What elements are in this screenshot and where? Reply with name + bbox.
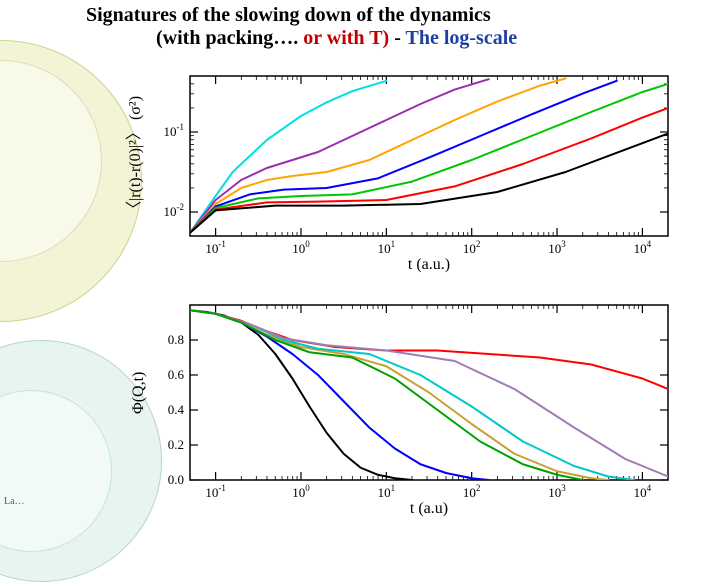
msd-chart: 10-1 100 101 102 103 104 10-2 10-1 〈|r(t)-r(0)|²… [120,68,680,268]
title-2-sep: - [389,27,405,49]
svg-text:103: 103 [548,483,566,500]
svg-text:102: 102 [463,239,481,256]
svg-text:103: 103 [548,239,566,256]
svg-text:100: 100 [292,239,310,256]
logo-stub: La… [4,496,44,536]
svg-text:0.2: 0.2 [168,437,184,452]
msd-chart-xlabel: t (a.u.) [190,256,668,274]
title-line-2: (with packing…. or with T) - The log-sca… [156,27,517,50]
svg-text:10-1: 10-1 [205,483,226,500]
svg-text:0.4: 0.4 [168,402,185,417]
title-2-red: or with T) [303,27,389,49]
svg-text:104: 104 [634,239,652,256]
isf-chart-xlabel: t (a.u) [190,500,668,518]
svg-text:101: 101 [378,483,396,500]
isf-chart-ylabel: Φ(Q,t) [130,335,148,450]
svg-text:0.8: 0.8 [168,332,184,347]
svg-text:104: 104 [634,483,652,500]
isf-chart: 0.0 0.2 0.4 0.6 0.8 10-1 100 101 102 103 104 Φ(Q,t)… [120,295,680,515]
svg-text:102: 102 [463,483,481,500]
svg-text:101: 101 [378,239,396,256]
svg-text:10-1: 10-1 [205,239,226,256]
title-2-black: (with packing…. [156,27,303,49]
svg-text:100: 100 [292,483,310,500]
svg-text:10-2: 10-2 [164,202,185,219]
title-line-1: Signatures of the slowing down of the dy… [86,4,517,27]
svg-text:10-1: 10-1 [164,122,185,139]
msd-chart-ylabel: 〈|r(t)-r(0)|²〉 (σ²) [124,86,148,226]
title-2-blue: The log-scale [406,27,518,49]
svg-text:0.0: 0.0 [168,472,184,487]
svg-text:0.6: 0.6 [168,367,185,382]
slide-title: Signatures of the slowing down of the dy… [86,4,517,50]
